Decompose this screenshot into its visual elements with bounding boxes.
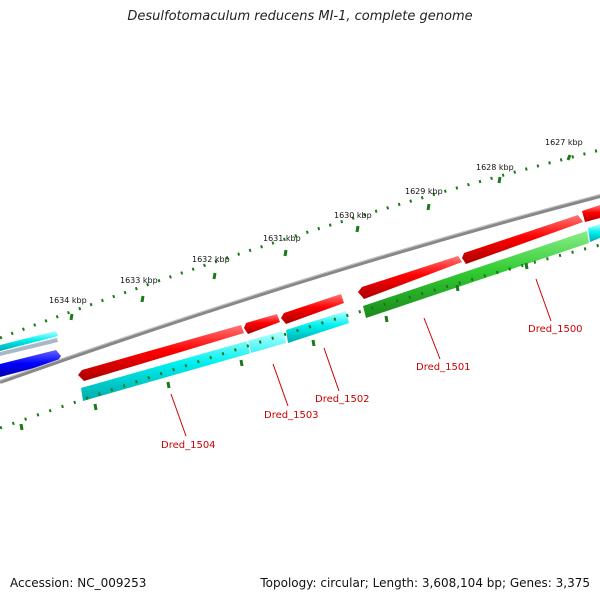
ruler-major-tick	[93, 403, 98, 411]
ruler-major-tick	[283, 249, 288, 257]
cds-block	[286, 311, 349, 343]
ruler-major-tick	[524, 262, 529, 270]
leader-line	[535, 278, 552, 322]
ruler-major-tick	[311, 339, 316, 347]
kbp-label: 1631 kbp	[263, 234, 301, 243]
edge-cyan-feature	[0, 331, 58, 351]
kbp-label: 1628 kbp	[476, 163, 514, 172]
inner-ruler	[0, 243, 600, 431]
kbp-label: 1630 kbp	[334, 211, 372, 220]
kbp-label: 1634 kbp	[49, 296, 87, 305]
gene-label-dred-1504[interactable]: Dred_1504	[161, 440, 216, 451]
genome-backbone	[0, 194, 600, 384]
gene-label-dred-1502[interactable]: Dred_1502	[315, 394, 370, 405]
ruler-major-tick	[239, 359, 244, 367]
edge-gray-feature	[0, 338, 58, 356]
ruler-major-tick	[566, 154, 572, 161]
ruler-major-tick	[69, 313, 74, 321]
outer-ruler-dots	[0, 148, 600, 340]
outer-ruler	[0, 148, 600, 340]
gene-arrow	[582, 205, 600, 222]
cds-block	[363, 231, 589, 318]
gene-arrow	[281, 294, 344, 324]
genome-backbone-highlight	[0, 194, 600, 381]
label-leaders	[170, 278, 552, 437]
forward-genes	[78, 205, 600, 381]
ruler-major-tick	[166, 381, 171, 389]
cds-block	[588, 224, 600, 242]
kbp-label: 1633 kbp	[120, 276, 158, 285]
left-edge-features	[0, 331, 61, 377]
ruler-major-tick	[355, 225, 360, 233]
gene-label-dred-1501[interactable]: Dred_1501	[416, 362, 471, 373]
ruler-major-tick	[19, 423, 24, 431]
kbp-label: 1627 kbp	[545, 138, 583, 147]
gene-label-dred-1503[interactable]: Dred_1503	[264, 410, 319, 421]
leader-line	[170, 393, 187, 437]
gene-arrow	[462, 215, 583, 264]
kbp-label: 1629 kbp	[405, 187, 443, 196]
accession-text: Accession: NC_009253	[10, 576, 147, 590]
gene-arrow	[358, 256, 462, 299]
leader-line	[423, 317, 441, 360]
kbp-label: 1632 kbp	[192, 255, 230, 264]
map-title: Desulfotomaculum reducens MI-1, complete…	[127, 9, 473, 24]
ruler-major-tick	[140, 295, 145, 303]
gene-label-dred-1500[interactable]: Dred_1500	[528, 324, 583, 335]
ruler-major-tick	[455, 284, 460, 292]
ruler-major-tick	[497, 176, 502, 184]
ruler-major-tick	[426, 203, 431, 211]
ruler-major-tick	[384, 315, 389, 323]
gene-arrow	[78, 325, 244, 381]
edge-blue-feature	[0, 350, 61, 377]
leader-line	[272, 363, 289, 407]
cds-track	[81, 224, 600, 401]
genome-summary-text: Topology: circular; Length: 3,608,104 bp…	[260, 576, 590, 590]
inner-ruler-dots	[0, 243, 600, 430]
leader-line	[323, 347, 340, 392]
ruler-major-tick	[212, 272, 217, 280]
gene-arrow	[244, 314, 280, 334]
